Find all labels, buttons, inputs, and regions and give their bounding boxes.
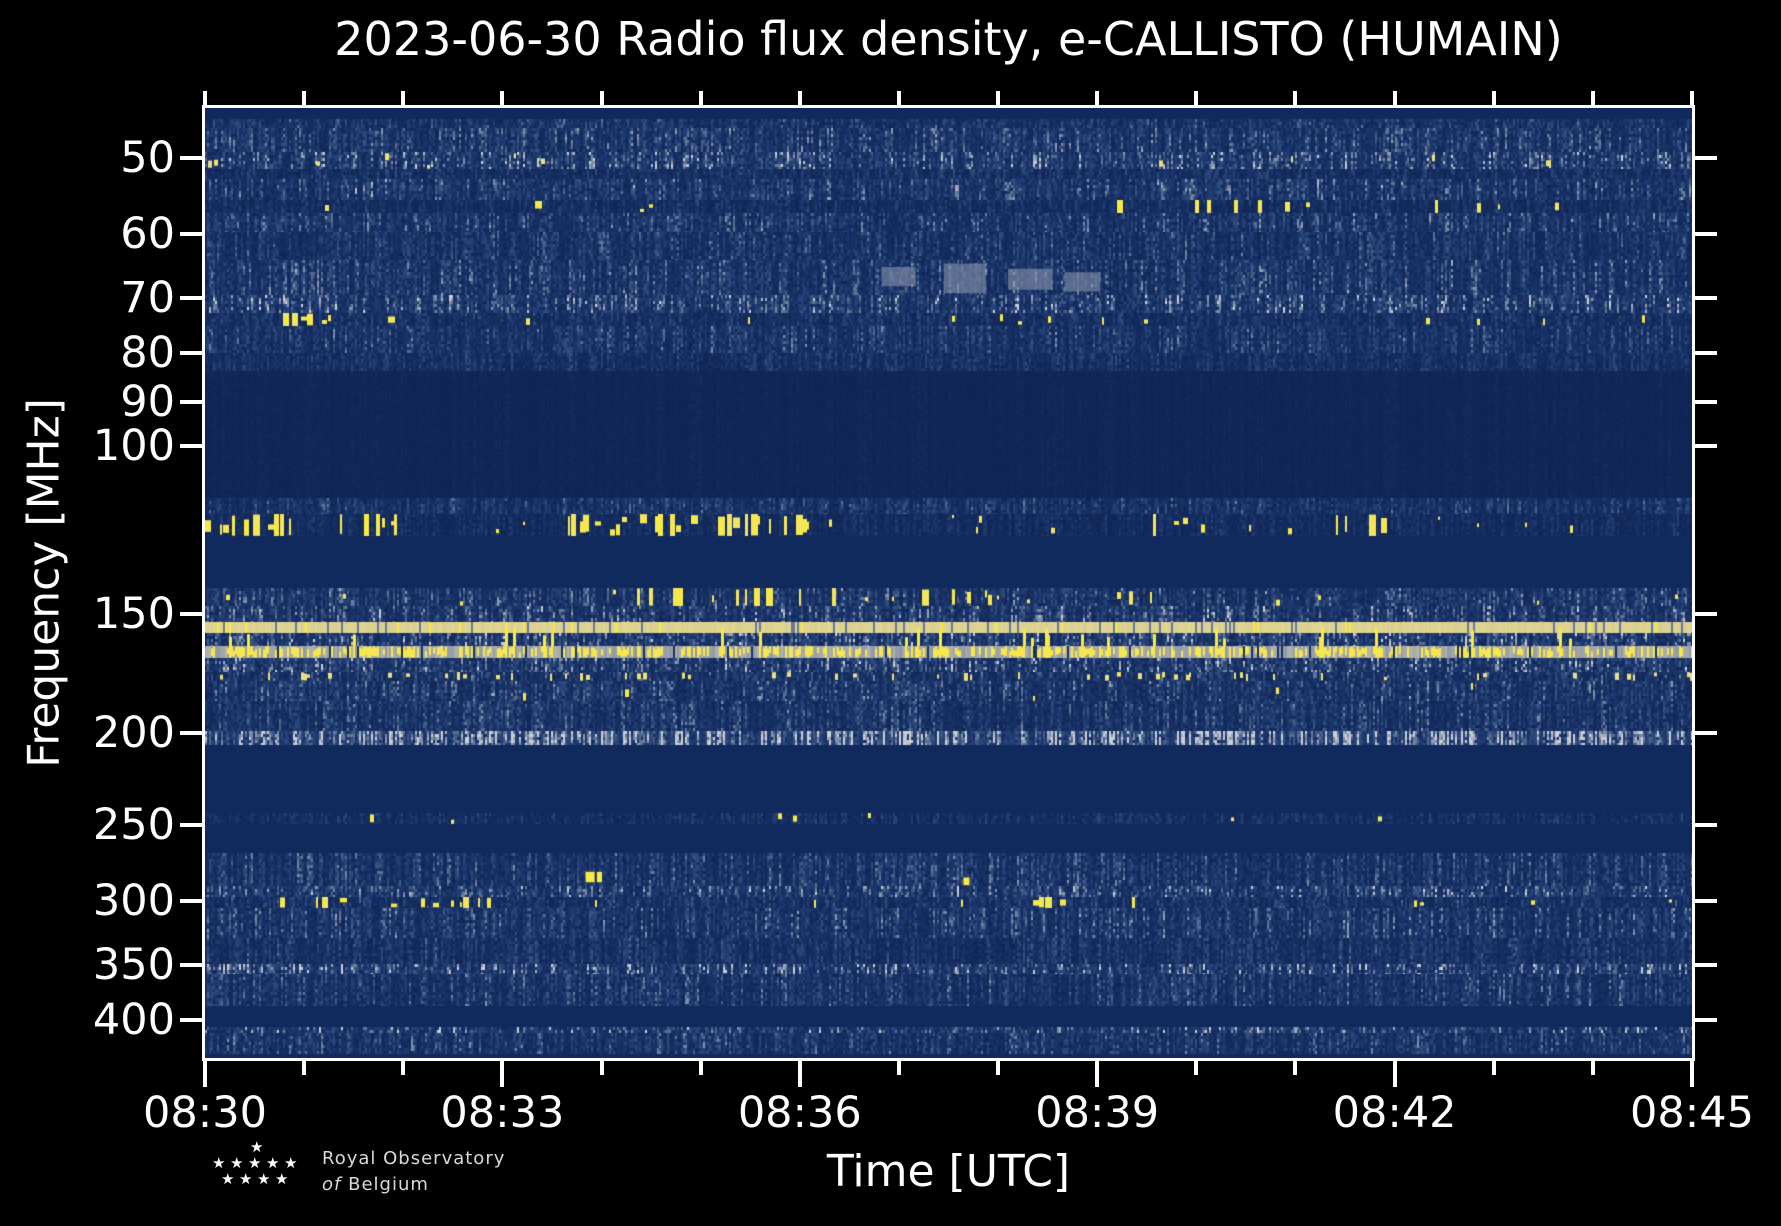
x-minor-tick: [896, 1061, 901, 1075]
star-icon: ★: [230, 1154, 244, 1172]
x-tick-label: 08:42: [1332, 1088, 1457, 1138]
y-tick-right: [1695, 899, 1717, 904]
x-top-tick: [797, 91, 802, 105]
x-minor-tick: [1590, 1061, 1595, 1075]
x-minor-tick: [401, 1061, 406, 1075]
y-tick-right: [1695, 611, 1717, 616]
x-major-tick: [1095, 1061, 1100, 1087]
x-top-tick: [1194, 91, 1199, 105]
star-icon: ★: [248, 1154, 262, 1172]
rob-logo-belgium: Belgium: [348, 1174, 429, 1195]
x-top-tick: [1491, 91, 1496, 105]
y-tick-right: [1695, 443, 1717, 448]
y-tick-label: 100: [92, 420, 175, 471]
x-major-tick: [500, 1061, 505, 1087]
y-tick-left: [180, 399, 202, 404]
x-top-tick: [1095, 91, 1100, 105]
star-icon: ★: [266, 1154, 280, 1172]
y-tick-right: [1695, 399, 1717, 404]
y-tick-right: [1695, 823, 1717, 828]
y-tick-label: 90: [120, 376, 175, 427]
y-tick-label: 400: [92, 995, 175, 1046]
x-major-tick: [203, 1061, 207, 1087]
y-tick-left: [180, 295, 202, 300]
y-tick-label: 150: [92, 588, 175, 639]
y-tick-label: 60: [120, 208, 175, 259]
x-tick-label: 08:36: [737, 1088, 862, 1138]
star-icon: ★: [239, 1170, 253, 1188]
y-tick-label: 250: [92, 800, 175, 851]
x-minor-tick: [302, 1061, 307, 1075]
rob-logo-line1: Royal Observatory: [322, 1148, 506, 1169]
x-top-tick: [599, 91, 604, 105]
y-tick-left: [180, 611, 202, 616]
y-tick-label: 350: [92, 940, 175, 990]
spectrogram-canvas: [205, 108, 1692, 1058]
x-major-tick: [1392, 1061, 1397, 1087]
x-top-tick: [302, 91, 307, 105]
x-top-tick: [698, 91, 703, 105]
x-top-tick: [500, 91, 505, 105]
x-tick-label: 08:30: [143, 1088, 267, 1138]
x-tick-label: 08:45: [1630, 1088, 1754, 1138]
x-tick-label: 08:39: [1035, 1088, 1160, 1138]
y-tick-label: 70: [120, 272, 175, 323]
rob-logo: ★ ★ ★ ★ ★ ★ ★ ★ ★ ★ Royal Observatory of Belgium: [212, 1140, 672, 1210]
x-minor-tick: [1194, 1061, 1199, 1075]
y-tick-left: [180, 1018, 202, 1023]
x-minor-tick: [1293, 1061, 1298, 1075]
plot-frame: [202, 105, 1695, 1061]
y-tick-right: [1695, 1018, 1717, 1023]
y-tick-right: [1695, 156, 1717, 161]
x-top-tick: [996, 91, 1001, 105]
x-major-tick: [797, 1061, 802, 1087]
y-tick-left: [180, 351, 202, 356]
y-tick-label: 50: [120, 133, 175, 184]
y-axis-label: Frequency [MHz]: [18, 398, 70, 768]
rob-logo-line2: of Belgium: [322, 1172, 505, 1198]
x-top-tick: [1690, 91, 1694, 105]
x-major-tick: [1690, 1061, 1694, 1087]
y-tick-left: [180, 963, 202, 967]
y-tick-left: [180, 899, 202, 904]
y-tick-left: [180, 823, 202, 828]
star-icon: ★: [257, 1170, 271, 1188]
star-icon: ★: [284, 1154, 298, 1172]
x-top-tick: [203, 91, 207, 105]
x-tick-label: 08:33: [440, 1088, 565, 1138]
x-axis-label: Time [UTC]: [826, 1146, 1071, 1197]
y-tick-right: [1695, 963, 1717, 967]
y-tick-right: [1695, 231, 1717, 236]
star-icon: ★: [212, 1154, 226, 1172]
y-tick-left: [180, 156, 202, 161]
x-minor-tick: [698, 1061, 703, 1075]
star-icon: ★: [221, 1170, 235, 1188]
x-top-tick: [401, 91, 406, 105]
x-top-tick: [1392, 91, 1397, 105]
x-minor-tick: [1491, 1061, 1496, 1075]
x-top-tick: [1293, 91, 1298, 105]
y-tick-left: [180, 730, 202, 735]
plot-title: 2023-06-30 Radio flux density, e-CALLIST…: [334, 12, 1563, 66]
star-icon: ★: [250, 1138, 264, 1156]
y-tick-right: [1695, 351, 1717, 356]
y-tick-label: 300: [92, 876, 175, 927]
y-tick-label: 80: [120, 328, 175, 379]
x-top-tick: [896, 91, 901, 105]
y-tick-left: [180, 231, 202, 236]
y-tick-right: [1695, 730, 1717, 735]
rob-logo-text: Royal Observatory of Belgium: [322, 1146, 505, 1198]
x-top-tick: [1590, 91, 1595, 105]
rob-logo-of: of: [322, 1174, 342, 1195]
star-icon: ★: [275, 1170, 289, 1188]
y-tick-right: [1695, 295, 1717, 300]
y-tick-left: [180, 443, 202, 448]
x-minor-tick: [996, 1061, 1001, 1075]
x-minor-tick: [599, 1061, 604, 1075]
y-tick-label: 200: [92, 707, 175, 758]
rob-logo-stars-icon: ★ ★ ★ ★ ★ ★ ★ ★ ★ ★: [212, 1140, 307, 1195]
